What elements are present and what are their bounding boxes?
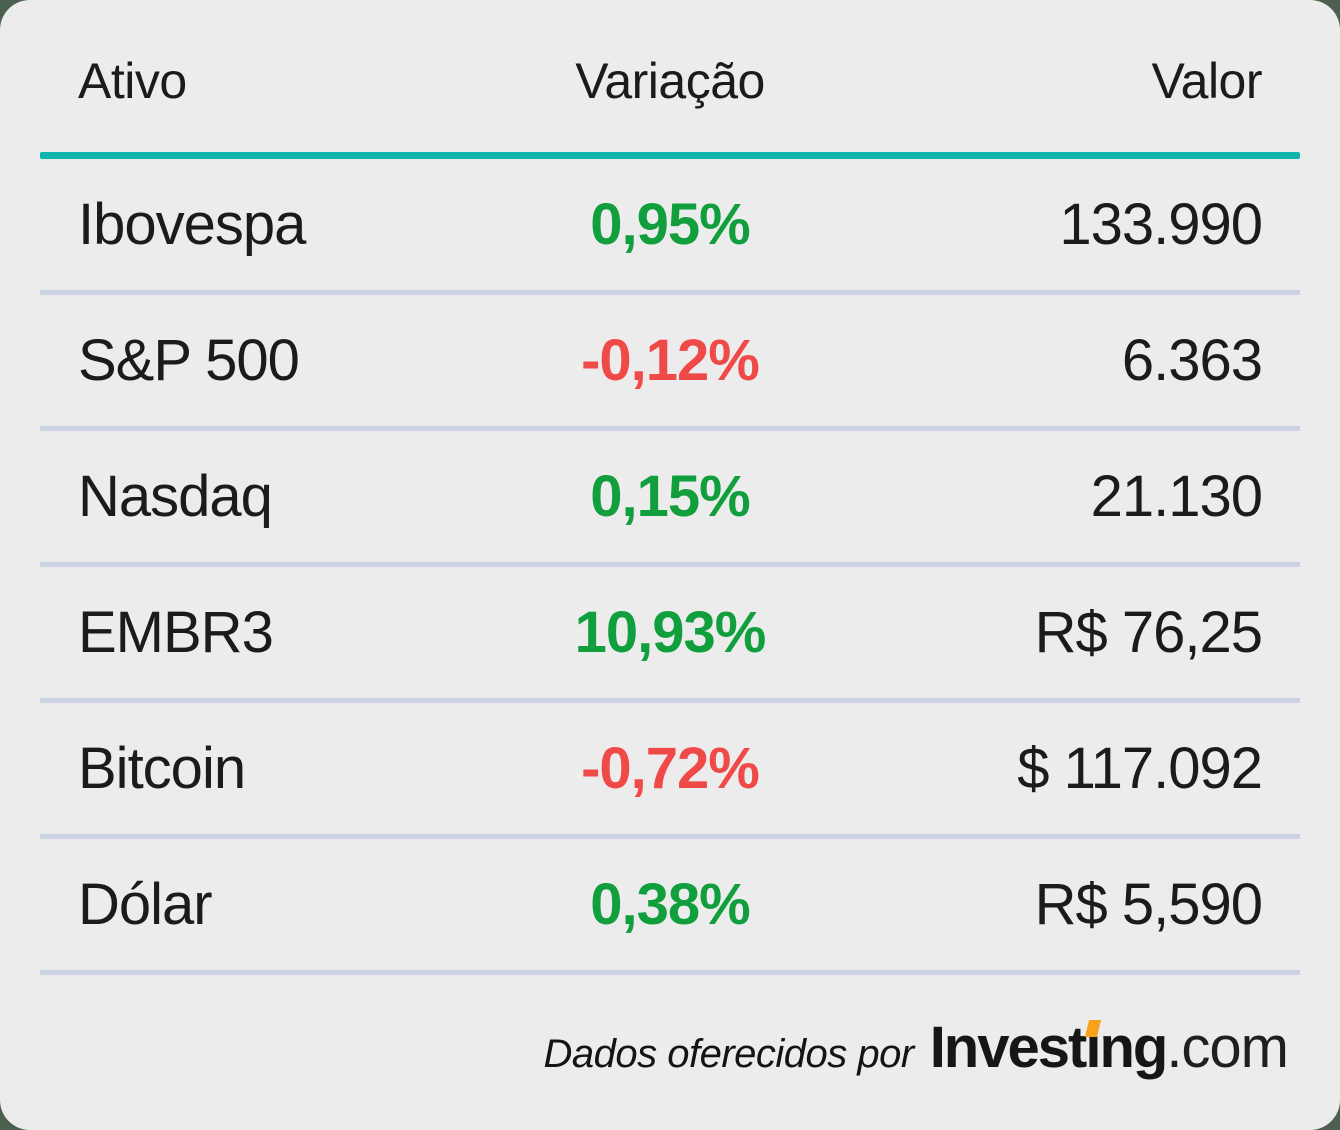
logo-text-part2: ng: [1099, 1015, 1168, 1080]
asset-label: Nasdaq: [78, 464, 273, 529]
price-value: $ 117.092: [1017, 736, 1263, 801]
price-value: 21.130: [1090, 464, 1263, 529]
price-value: 133.990: [1059, 192, 1263, 257]
price-value: 6.363: [1121, 328, 1263, 393]
logo-suffix: .com: [1166, 1015, 1289, 1080]
column-header-variacao: Variação: [575, 53, 765, 109]
asset-label: Dólar: [78, 872, 213, 937]
variation-value: -0,12%: [581, 328, 760, 393]
footer: Dados oferecidos por Investı ng.com: [40, 975, 1300, 1130]
attribution-text: Dados oferecidos por: [543, 1032, 914, 1076]
header-rule: [40, 152, 1300, 159]
table-row-ibovespa: Ibovespa 0,95% 133.990: [40, 159, 1300, 295]
variation-value: 0,15%: [590, 464, 750, 529]
table-row-sp500: S&P 500 -0,12% 6.363: [40, 295, 1300, 431]
table-row-nasdaq: Nasdaq 0,15% 21.130: [40, 431, 1300, 567]
variation-value: 0,95%: [590, 192, 750, 257]
variation-value: 0,38%: [590, 872, 750, 937]
table-row-bitcoin: Bitcoin -0,72% $ 117.092: [40, 703, 1300, 839]
table-row-embr3: EMBR3 10,93% R$ 76,25: [40, 567, 1300, 703]
logo-text-part1: Invest: [929, 1015, 1088, 1080]
asset-label: Bitcoin: [78, 736, 246, 801]
table-header-row: Ativo Variação Valor: [40, 0, 1300, 152]
column-header-ativo: Ativo: [78, 53, 187, 109]
price-value: R$ 5,590: [1034, 872, 1263, 937]
asset-label: EMBR3: [78, 600, 274, 665]
variation-value: 10,93%: [574, 600, 767, 665]
table-row-dolar: Dólar 0,38% R$ 5,590: [40, 839, 1300, 975]
column-header-valor: Valor: [1151, 53, 1263, 109]
asset-label: Ibovespa: [78, 192, 306, 257]
asset-label: S&P 500: [78, 328, 300, 393]
logo-dotless-i: ı: [1085, 1015, 1101, 1080]
variation-value: -0,72%: [581, 736, 760, 801]
price-value: R$ 76,25: [1034, 600, 1263, 665]
investing-com-logo: Investı ng.com: [930, 1015, 1289, 1080]
